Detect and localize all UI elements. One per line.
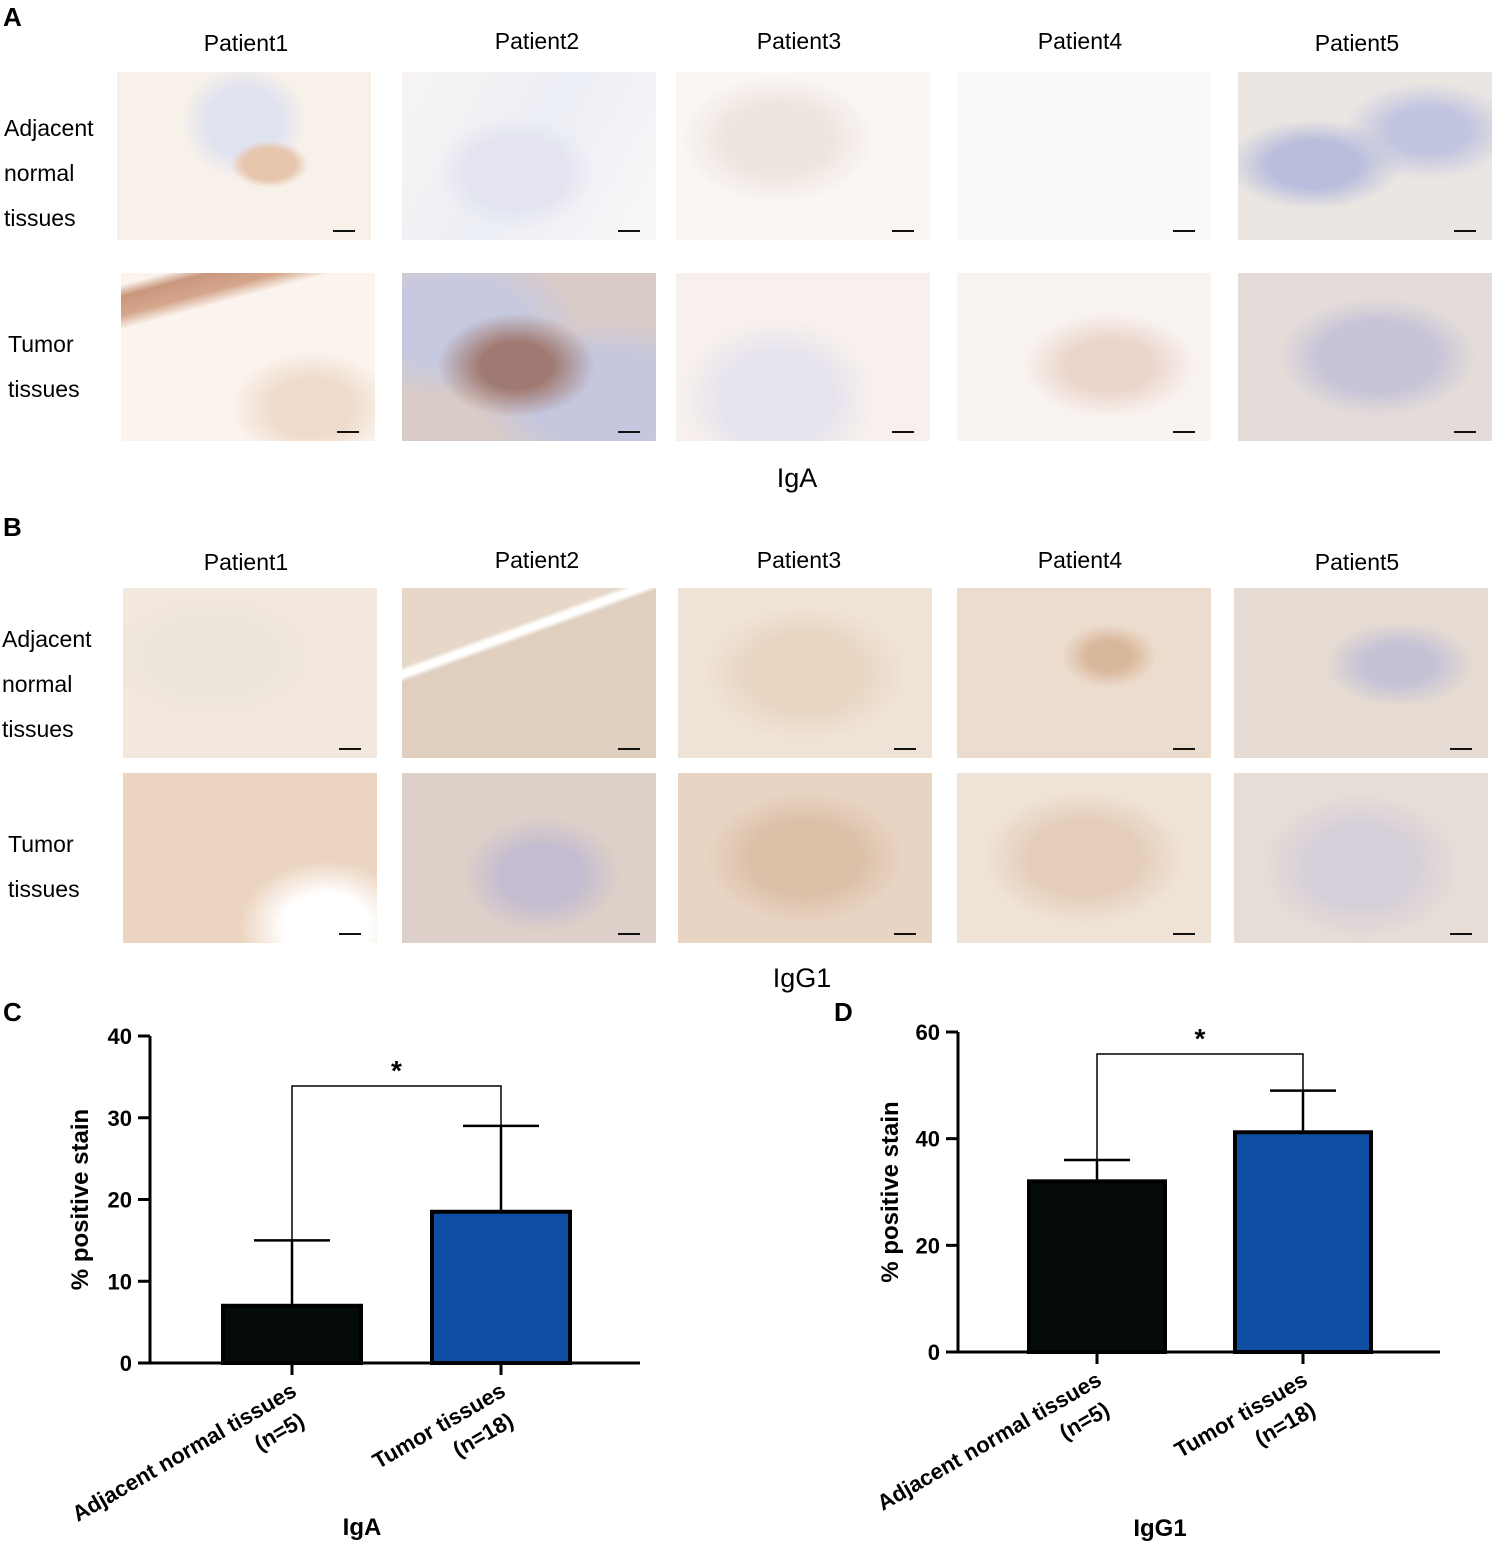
scale-bar [618, 933, 640, 935]
panel-a-patient1-label: Patient1 [203, 30, 289, 56]
chart1-y-tick-label: 60 [916, 1020, 940, 1045]
scale-bar [1173, 431, 1195, 433]
tissue-image-b-tumor-1 [123, 773, 377, 943]
chart1-y-tick-label: 40 [916, 1127, 940, 1152]
scale-bar [894, 748, 916, 750]
panel-a-patient4-label: Patient4 [1037, 28, 1123, 54]
tissue-image-b-normal-5 [1234, 588, 1488, 758]
chart1-y-tick-label: 20 [916, 1233, 940, 1258]
chart0-significance-bracket [291, 1085, 502, 1241]
panel-a-patient3-label: Patient3 [756, 28, 842, 54]
row-label-line: tissues [4, 205, 76, 231]
tissue-image-b-tumor-3 [678, 773, 932, 943]
chart0-y-tick-label: 10 [108, 1269, 132, 1294]
row-label-line: tissues [8, 876, 80, 902]
tissue-image-a-tumor-4 [957, 273, 1211, 441]
tissue-image-b-normal-2 [402, 588, 656, 758]
tissue-image-a-tumor-3 [676, 273, 930, 441]
scale-bar [1454, 431, 1476, 433]
panel-b-patient4-label: Patient4 [1037, 547, 1123, 573]
panel-a-row-tumor-label: Tumor tissues [8, 322, 80, 412]
chart0-significance-star: * [391, 1055, 402, 1086]
panel-b-row-normal-label: Adjacent normal tissues [2, 617, 92, 752]
chart1-bar-0 [1027, 1179, 1167, 1354]
tissue-image-b-normal-3 [678, 588, 932, 758]
panel-b-row-tumor-label: Tumor tissues [8, 822, 80, 912]
chart1-bar-1 [1233, 1130, 1373, 1354]
chart0-bar-0 [221, 1303, 363, 1365]
scale-bar [1173, 230, 1195, 232]
chart0-bar-1 [430, 1209, 572, 1365]
chart0-x-tick-label-0: Adjacent normal tissues(n=5) [68, 1378, 316, 1548]
chart0-x-axis-label: IgA [343, 1514, 382, 1541]
chart1-significance-star: * [1195, 1023, 1206, 1054]
row-label-line: normal [4, 160, 75, 186]
tissue-image-b-tumor-2 [402, 773, 656, 943]
tissue-image-a-tumor-2 [402, 273, 656, 441]
scale-bar [337, 431, 359, 433]
tissue-image-a-normal-4 [957, 72, 1211, 240]
tissue-image-b-tumor-5 [1234, 773, 1488, 943]
scale-bar [894, 933, 916, 935]
chart1-x-axis-label: IgG1 [1133, 1515, 1186, 1542]
scale-bar [1450, 748, 1472, 750]
row-label-line: tissues [8, 376, 80, 402]
panel-c-letter: C [3, 997, 22, 1027]
scale-bar [339, 748, 361, 750]
scale-bar [1173, 933, 1195, 935]
row-label-line: normal [2, 671, 73, 697]
scale-bar [618, 230, 640, 232]
panel-b-patient3-label: Patient3 [756, 547, 842, 573]
tissue-image-a-tumor-5 [1238, 273, 1492, 441]
tissue-image-a-normal-2 [402, 72, 656, 240]
tissue-image-b-normal-4 [957, 588, 1211, 758]
bar-chart-igg1: 0 20 40 60 % positive stain Adjacent normal t… [873, 1020, 1440, 1542]
tissue-image-b-tumor-4 [957, 773, 1211, 943]
chart0-x-tick-label-1: Tumor tissues(n=18) [368, 1378, 524, 1500]
chart1-y-axis-label: % positive stain [877, 1101, 904, 1282]
row-label-line: Adjacent [2, 626, 92, 652]
panel-b-patient2-label: Patient2 [494, 547, 580, 573]
row-label-line: Adjacent [4, 115, 94, 141]
tissue-image-b-normal-1 [123, 588, 377, 758]
row-label-line: Tumor [8, 831, 74, 857]
panel-a-row-normal-label: Adjacent normal tissues [4, 106, 94, 241]
panel-d-letter: D [834, 997, 853, 1027]
tissue-image-a-normal-5 [1238, 72, 1492, 240]
panel-a-letter: A [3, 2, 22, 32]
bar-chart-iga: 0 10 20 30 40 % positive stain Adjacent normal… [67, 1024, 640, 1548]
chart1-significance-bracket [1096, 1053, 1304, 1160]
tissue-image-a-normal-3 [676, 72, 930, 240]
chart1-x-tick-label-0: Adjacent normal tissues(n=5) [873, 1367, 1121, 1542]
tissue-image-a-normal-1 [117, 72, 371, 240]
scale-bar [618, 431, 640, 433]
row-label-line: Tumor [8, 331, 74, 357]
panel-b-caption: IgG1 [772, 963, 832, 993]
chart1-y-tick-label: 0 [928, 1340, 940, 1365]
panel-b-letter: B [3, 512, 22, 542]
tissue-image-a-tumor-1 [121, 273, 375, 441]
panel-b-patient5-label: Patient5 [1314, 549, 1400, 575]
scale-bar [1454, 230, 1476, 232]
scale-bar [892, 431, 914, 433]
chart0-y-axis-label: % positive stain [67, 1109, 94, 1290]
scale-bar [333, 230, 355, 232]
chart0-y-tick-label: 40 [108, 1024, 132, 1049]
panel-b-patient1-label: Patient1 [203, 549, 289, 575]
panel-a-patient5-label: Patient5 [1314, 30, 1400, 56]
scale-bar [1450, 933, 1472, 935]
scale-bar [618, 748, 640, 750]
panel-a-patient2-label: Patient2 [494, 28, 580, 54]
chart0-y-tick-label: 20 [108, 1188, 132, 1213]
chart0-y-tick-label: 30 [108, 1106, 132, 1131]
scale-bar [339, 933, 361, 935]
chart0-y-tick-label: 0 [120, 1351, 132, 1376]
row-label-line: tissues [2, 716, 74, 742]
chart1-x-tick-label-1: Tumor tissues(n=18) [1170, 1367, 1326, 1489]
scale-bar [892, 230, 914, 232]
scale-bar [1173, 748, 1195, 750]
panel-a-caption: IgA [776, 463, 818, 493]
